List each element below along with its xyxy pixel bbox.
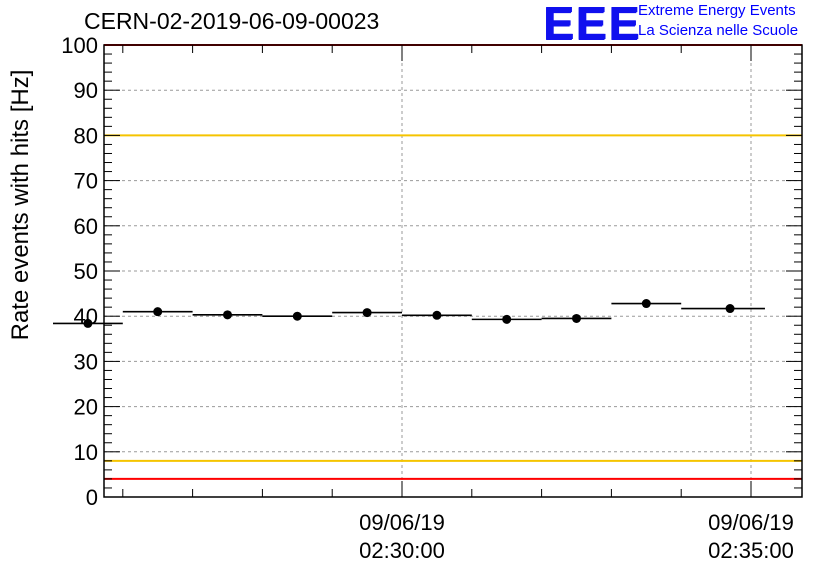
y-tick-label: 30 (74, 349, 98, 374)
data-point (153, 307, 163, 317)
data-point (362, 308, 372, 318)
data-point (292, 311, 302, 321)
x-tick-label-time: 02:35:00 (708, 538, 794, 563)
y-tick-label: 80 (74, 123, 98, 148)
x-tick-label-date: 09/06/19 (359, 510, 445, 535)
y-tick-label: 50 (74, 259, 98, 284)
x-tick-label-time: 02:30:00 (359, 538, 445, 563)
y-tick-label: 100 (61, 33, 98, 58)
data-point (641, 299, 651, 309)
y-tick-label: 10 (74, 440, 98, 465)
y-axis-label: Rate events with hits [Hz] (7, 70, 34, 341)
x-tick-label-date: 09/06/19 (708, 510, 794, 535)
y-tick-label: 20 (74, 395, 98, 420)
data-point (223, 310, 232, 320)
y-tick-label: 0 (86, 485, 98, 510)
data-point (83, 318, 93, 328)
y-tick-label: 70 (74, 169, 98, 194)
data-point (432, 310, 442, 320)
data-point (725, 304, 735, 314)
logo-line-2: La Scienza nelle Scuole (638, 22, 799, 39)
eee-logo: EEE (543, 0, 642, 49)
y-tick-label: 90 (74, 78, 98, 103)
data-point (502, 314, 512, 324)
logo-line-1: Extreme Energy Events (638, 2, 796, 19)
y-tick-label: 60 (74, 214, 98, 239)
data-point (572, 313, 581, 323)
chart-title: CERN-02-2019-06-09-00023 (84, 8, 380, 34)
